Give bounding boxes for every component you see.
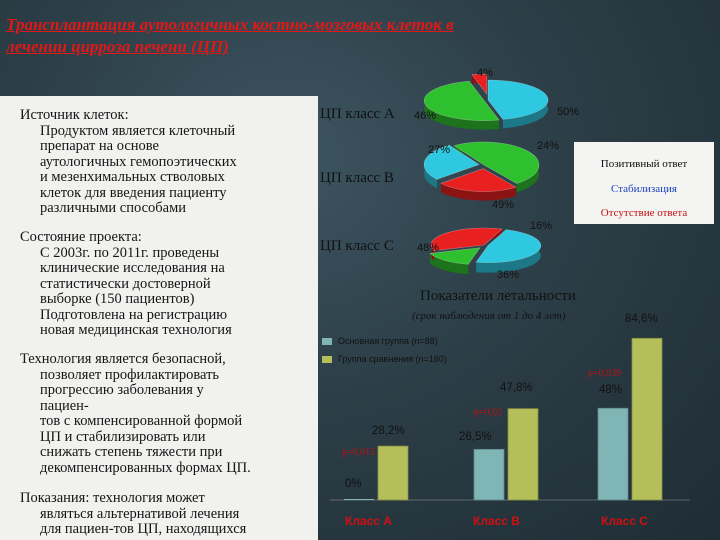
pie-slice-side-stable (430, 253, 469, 275)
legend-positive: Позитивный ответ (600, 158, 688, 170)
block-heading: Показания: технология может (20, 490, 205, 506)
pie-slice-none (440, 168, 517, 192)
safety-block: Технология является безопасной, позволяе… (20, 351, 316, 477)
pie-slice-side-none (430, 228, 503, 261)
bar-label-c-main: 48% (599, 384, 623, 396)
pie-slice-positive (487, 79, 549, 120)
block-line: являться альтернативой лечения (40, 505, 240, 522)
legend-swatch-main (322, 338, 332, 346)
pie-title-class-a: ЦП класс А (320, 106, 395, 122)
block-body: С 2003г. по 2011г. проведены клинические… (20, 244, 316, 339)
category-class-b: Класс В (473, 514, 520, 528)
pvalue-class-a: p=0,015 (342, 447, 376, 458)
category-class-a: Класс А (345, 514, 392, 528)
bar-main-0 (344, 499, 374, 500)
project-status-block: Состояние проекта: С 2003г. по 2011г. пр… (20, 229, 316, 339)
block-body: являться альтернативой лечения для пацие… (20, 505, 316, 538)
legend-main-label: Основная группа (n=88) (338, 336, 438, 346)
block-line: Продуктом является клеточный (40, 122, 236, 139)
block-line: аутологичных гемопоэтических (40, 153, 237, 170)
block-heading: Состояние проекта: (20, 229, 142, 245)
block-line: позволяет профилактировать (40, 366, 220, 383)
block-line: препарат на основе (40, 138, 159, 154)
slide-title: Трансплантация аутологичных костно-мозго… (6, 14, 626, 58)
bar-label-a-main: 0% (345, 478, 362, 490)
block-line: С 2003г. по 2011г. проведены (40, 244, 220, 261)
pie-slice-side-positive (488, 80, 549, 129)
block-line: ЦП и стабилизировать или (40, 428, 206, 445)
pie-slice-side-stable (454, 141, 540, 193)
indications-block: Показания: технология может являться аль… (20, 490, 316, 538)
pie-slice-side-positive (476, 229, 541, 273)
pie-title-class-c: ЦП класс С (320, 238, 394, 254)
legend-comparison-label: Группа сравнения (n=160) (338, 354, 447, 364)
pie-b-label-stable: 49% (492, 199, 515, 211)
pie-class-c (429, 227, 542, 275)
title-line-2: лечении цирроза печени (ЦП) (6, 37, 229, 56)
legend-stable: Стабилизация (611, 183, 677, 195)
pie-a-label-positive: 46% (414, 110, 437, 122)
pie-b-label-positive: 27% (428, 144, 451, 156)
block-heading: Технология является безопасной, (20, 351, 226, 367)
block-line: выборке (150 пациентов) (40, 291, 195, 307)
pie-slice-side-none (441, 183, 516, 201)
block-line: новая медицинская технология (40, 322, 232, 338)
bar-main-2 (597, 407, 629, 501)
block-line: и мезенхимальных стволовых (40, 169, 225, 185)
block-line: тов с компенсированной формой (40, 413, 243, 429)
bar-label-b-main: 26,5% (459, 431, 492, 443)
pie-slice-stable (453, 141, 540, 184)
pie-c-label-none: 36% (497, 269, 520, 281)
bar-label-b-comparison: 47,8% (500, 382, 533, 394)
pie-slice-side-stable (424, 81, 500, 130)
block-line: пациен- (40, 397, 89, 414)
block-line: для пациен-тов ЦП, находящихся (40, 521, 247, 537)
pie-slice-none (430, 227, 503, 252)
block-line: снижать степень тяжести при (40, 444, 223, 460)
block-line: декомпенсированных формах ЦП. (40, 459, 251, 476)
block-heading: Источник клеток: (20, 107, 129, 123)
bar-label-a-comparison: 28,2% (372, 425, 405, 437)
pie-c-label-stable: 16% (530, 220, 553, 232)
legend-swatch-comparison (322, 356, 332, 364)
pvalue-class-b: p=0,02 (474, 407, 503, 418)
block-body: позволяет профилактировать прогрессию за… (20, 366, 316, 477)
title-line-1: Трансплантация аутологичных костно-мозго… (6, 15, 454, 34)
pie-class-a (423, 73, 549, 130)
category-class-c: Класс С (601, 514, 648, 528)
mortality-chart-title: Показатели летальности (420, 288, 576, 304)
bar-label-c-comparison: 84,6% (625, 313, 658, 325)
block-line: статистически достоверной (40, 275, 211, 292)
bar-legend-comparison: Группа сравнения (n=160) (322, 354, 447, 364)
pie-b-label-none: 24% (537, 140, 560, 152)
legend-none: Отсутствие ответа (600, 207, 688, 219)
pie-slice-positive (475, 229, 542, 263)
pie-c-label-positive: 48% (417, 242, 440, 254)
bar-legend-main: Основная группа (n=88) (322, 336, 438, 346)
mortality-chart-subtitle: (срок наблюдения от 1 до 4 лет) (412, 310, 566, 322)
block-line: клинические исследования на (40, 260, 225, 276)
bar-comparison-1 (507, 408, 539, 501)
pie-title-class-b: ЦП класс В (320, 170, 394, 186)
pvalue-class-c: p=0,039 (588, 368, 622, 379)
pie-a-label-none: 4% (477, 67, 493, 79)
block-line: Подготовлена на регистрацию (40, 306, 228, 323)
pie-legend: Позитивный ответ Стабилизация Отсутствие… (574, 142, 714, 224)
bar-comparison-2 (631, 337, 663, 501)
bar-comparison-0 (377, 445, 409, 501)
block-line: различными способами (40, 200, 187, 216)
bar-main-1 (473, 448, 505, 501)
block-line: прогрессию заболевания у (40, 382, 204, 398)
block-line: клеток для введения пациенту (40, 184, 227, 201)
block-body: Продуктом является клеточный препарат на… (20, 122, 316, 217)
text-panel: Источник клеток: Продуктом является клет… (0, 96, 318, 540)
cell-source-block: Источник клеток: Продуктом является клет… (20, 107, 316, 217)
pie-a-label-stable: 50% (557, 106, 580, 118)
